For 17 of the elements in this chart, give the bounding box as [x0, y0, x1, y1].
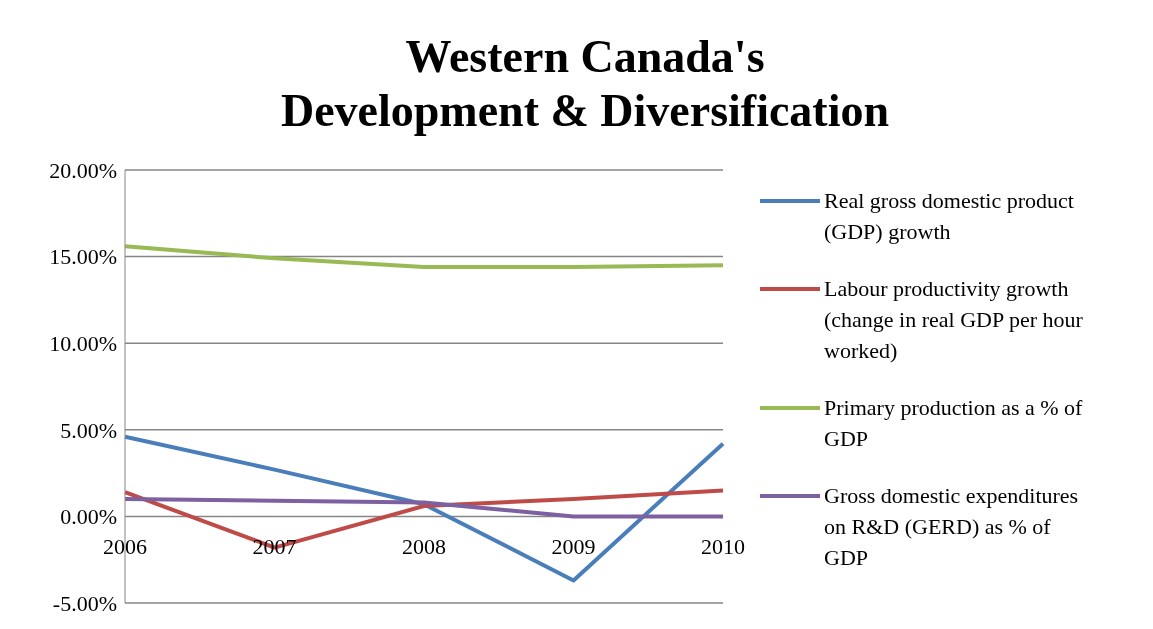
line-series	[123, 497, 725, 519]
legend-label: Labour productivity growth (change in real GDP per hour worked)	[824, 275, 1084, 365]
y-tick-label: 15.00%	[49, 244, 117, 270]
chart-title: Western Canada's Development & Diversification	[279, 30, 891, 138]
x-tick-label: 2009	[551, 534, 596, 560]
legend-label: Gross domestic expenditures on R&D (GERD) as % of GDP	[824, 482, 1080, 572]
legend-label: Primary production as a % of GDP	[824, 394, 1084, 453]
line-series	[123, 244, 725, 269]
y-tick-label: 20.00%	[49, 157, 117, 183]
legend-label: Real gross domestic product (GDP) growth	[824, 187, 1075, 246]
y-tick-label: 0.00%	[60, 504, 117, 530]
x-tick-label: 2006	[103, 534, 147, 560]
y-tick-label: 5.00%	[60, 417, 117, 443]
x-tick-label: 2008	[402, 534, 446, 560]
y-tick-label: 10.00%	[49, 331, 117, 357]
y-tick-label: -5.00%	[52, 590, 117, 616]
x-tick-label: 2010	[701, 534, 745, 560]
